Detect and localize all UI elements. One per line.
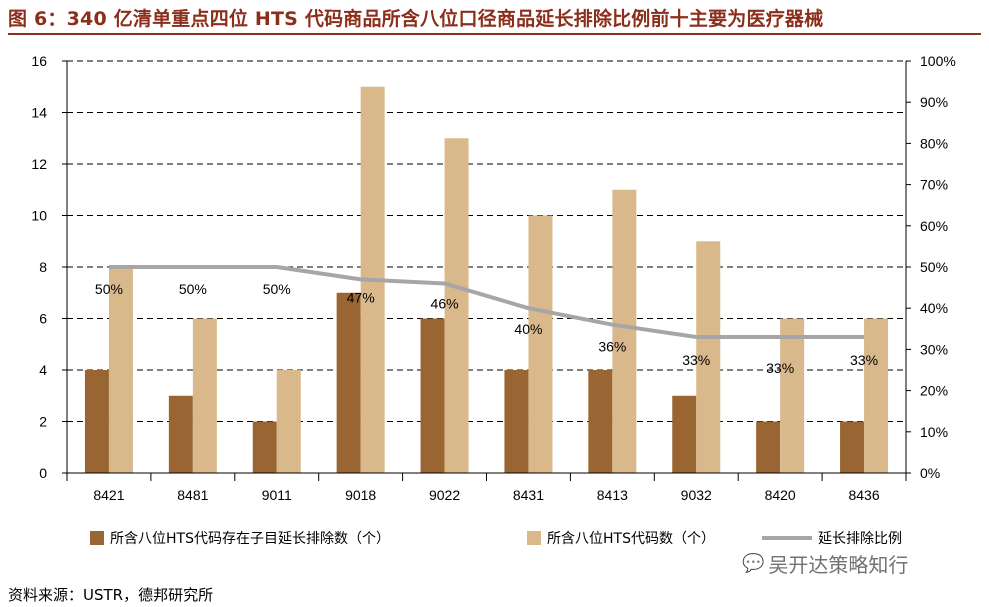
- y-left-tick-label: 10: [31, 208, 47, 224]
- ratio-data-label: 50%: [179, 281, 207, 297]
- bar-extension-count: [336, 292, 361, 473]
- bar-hts-count: [528, 215, 553, 473]
- watermark: 💬 吴开达策略知行: [742, 549, 908, 578]
- bar-extension-count: [756, 421, 781, 473]
- bar-extension-count: [168, 395, 193, 473]
- bar-hts-count: [696, 241, 721, 473]
- ratio-data-label: 36%: [598, 339, 626, 355]
- legend-label-hts-count: 所含八位HTS代码数（个）: [547, 531, 715, 547]
- series-hts-count-bars: [108, 86, 889, 473]
- bar-hts-count: [780, 318, 805, 473]
- ratio-data-label: 33%: [766, 360, 794, 376]
- bar-hts-count: [192, 318, 217, 473]
- bar-hts-count: [276, 370, 301, 473]
- watermark-text: 吴开达策略知行: [768, 553, 909, 577]
- x-tick-label: 9018: [345, 487, 376, 503]
- bar-hts-count: [108, 267, 133, 473]
- y-right-tick-label: 90%: [920, 94, 948, 110]
- ratio-data-label: 50%: [263, 281, 291, 297]
- y-right-tick-label: 40%: [920, 300, 948, 316]
- y-right-tick-label: 20%: [920, 383, 948, 399]
- y-right-tick-label: 0%: [920, 465, 940, 481]
- chart-title: 图 6：340 亿清单重点四位 HTS 代码商品所含八位口径商品延长排除比例前十…: [8, 8, 824, 30]
- y-left-tick-label: 14: [31, 105, 47, 121]
- ratio-line: [108, 265, 865, 340]
- x-tick-label: 8420: [765, 487, 796, 503]
- legend-label-ratio: 延长排除比例: [818, 531, 902, 547]
- y-left-tick-label: 6: [39, 311, 47, 327]
- x-tick-label: 9011: [262, 487, 292, 503]
- source-note: 资料来源：USTR，德邦研究所: [8, 586, 214, 604]
- y-left-tick-label: 12: [31, 156, 47, 172]
- y-right-tick-label: 70%: [920, 177, 948, 193]
- ratio-data-label: 33%: [682, 352, 710, 368]
- legend-label-extension-count: 所含八位HTS代码存在子目延长排除数（个）: [110, 531, 390, 547]
- series-extension-count-bars: [84, 292, 865, 473]
- ratio-data-label: 50%: [95, 281, 123, 297]
- legend: 所含八位HTS代码存在子目延长排除数（个） 所含八位HTS代码数（个） 延长排除比例: [90, 531, 902, 547]
- y-left-tick-label: 4: [39, 362, 47, 378]
- ratio-data-label: 47%: [347, 289, 375, 305]
- bar-hts-count: [864, 318, 889, 473]
- y-right-tick-label: 100%: [920, 53, 956, 69]
- bar-extension-count: [504, 370, 529, 473]
- bar-hts-count: [612, 189, 637, 473]
- bar-extension-count: [252, 421, 277, 473]
- legend-swatch-hts-count: [527, 531, 541, 545]
- bar-extension-count: [840, 421, 865, 473]
- y-right-tick-label: 80%: [920, 135, 948, 151]
- y-right-tick-label: 10%: [920, 424, 948, 440]
- x-tick-label: 8421: [93, 487, 124, 503]
- bar-hts-count: [444, 138, 469, 473]
- bar-extension-count: [588, 370, 613, 473]
- ratio-data-label: 40%: [514, 321, 542, 337]
- x-tick-label: 8436: [848, 487, 879, 503]
- title-divider: [8, 33, 981, 35]
- y-left-tick-label: 16: [31, 53, 47, 69]
- series-ratio-line: [108, 265, 865, 340]
- bar-extension-count: [420, 318, 445, 473]
- bar-extension-count: [672, 395, 697, 473]
- bar-extension-count: [84, 370, 109, 473]
- y-right-tick-label: 30%: [920, 341, 948, 357]
- y-left-tick-label: 2: [39, 414, 47, 430]
- y-left-tick-label: 0: [39, 465, 47, 481]
- y-right-tick-label: 50%: [920, 259, 948, 275]
- axes: 0 2 4 6 8 10 12 14 16 0% 10% 20% 30% 40% 50% 60% 70% 80% 9…: [31, 53, 955, 503]
- x-tick-label: 8413: [597, 487, 628, 503]
- ratio-data-label: 46%: [431, 295, 459, 311]
- legend-swatch-extension-count: [90, 531, 104, 545]
- x-tick-label: 8481: [177, 487, 208, 503]
- y-left-tick-label: 8: [39, 259, 47, 275]
- x-tick-label: 9022: [429, 487, 460, 503]
- y-right-tick-label: 60%: [920, 218, 948, 234]
- ratio-data-labels: 50% 50% 50% 47% 46% 40% 36% 33% 33% 33%: [95, 281, 878, 376]
- x-tick-label: 9032: [681, 487, 712, 503]
- wechat-icon: 💬: [742, 553, 765, 574]
- x-tick-label: 8431: [513, 487, 544, 503]
- ratio-data-label: 33%: [850, 352, 878, 368]
